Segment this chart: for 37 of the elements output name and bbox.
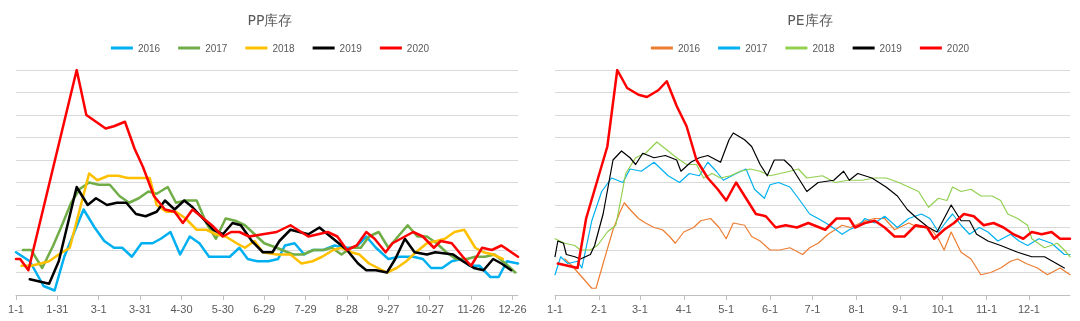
x-tick-label: 1-31	[46, 302, 69, 315]
x-tick-label: 8-28	[335, 302, 358, 315]
x-tick-label: 6-29	[253, 302, 276, 315]
x-tick-label: 5-30	[211, 302, 234, 315]
legend-label: 2018	[812, 42, 836, 54]
x-tick-label: 10-27	[415, 302, 444, 315]
legend-label: 2017	[205, 42, 228, 54]
x-tick-label: 7-1	[804, 302, 821, 315]
x-tick-label: 9-27	[377, 302, 400, 315]
legend-label: 2019	[879, 42, 903, 54]
legend-label: 2017	[745, 42, 768, 54]
legend-label: 2016	[677, 42, 701, 54]
x-tick-label: 3-1	[90, 302, 107, 315]
x-tick-label: 12-26	[498, 302, 527, 315]
x-tick-label: 11-26	[457, 302, 485, 315]
legend-label: 2018	[272, 42, 296, 54]
x-tick-label: 12-1	[1017, 302, 1040, 315]
legend-label: 2020	[406, 42, 430, 54]
x-tick-label: 4-30	[170, 302, 193, 315]
x-tick-label: 8-1	[848, 302, 865, 315]
x-tick-label: 1-1	[8, 302, 24, 315]
x-tick-label: 11-1	[975, 302, 998, 315]
x-tick-label: 3-1	[631, 302, 648, 315]
legend-label: 2020	[946, 42, 970, 54]
x-tick-label: 7-29	[294, 302, 317, 315]
x-tick-label: 10-1	[931, 302, 954, 315]
x-tick-label: 6-1	[762, 302, 779, 315]
x-tick-label: 2-1	[590, 302, 607, 315]
x-tick-label: 4-1	[675, 302, 692, 315]
legend-label: 2019	[339, 42, 363, 54]
chart-title: PP库存	[247, 12, 293, 28]
x-tick-label: 1-1	[547, 302, 563, 315]
legend-label: 2016	[137, 42, 161, 54]
x-tick-label: 5-1	[718, 302, 735, 315]
x-tick-label: 9-1	[892, 302, 909, 315]
x-tick-label: 3-31	[129, 302, 152, 315]
chart-title: PE库存	[787, 12, 833, 28]
